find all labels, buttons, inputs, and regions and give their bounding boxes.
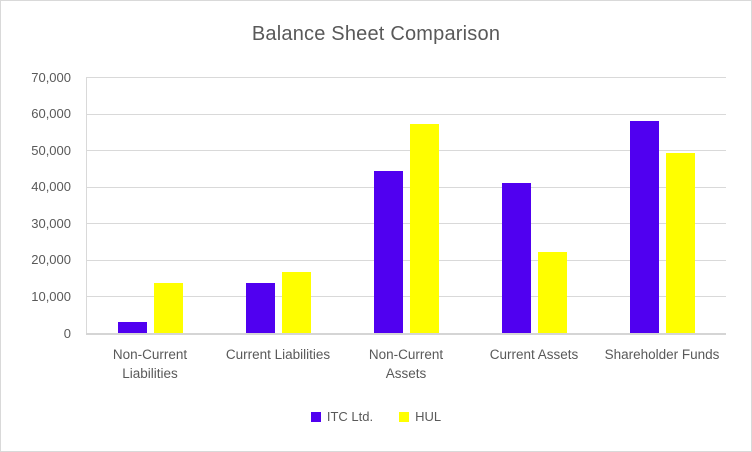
x-category-label-current-assets: Current Assets <box>489 347 579 362</box>
y-tick-label-40000: 40,000 <box>31 179 71 195</box>
gridline-20000 <box>86 259 726 261</box>
x-category-label-non-current-assets: Non-Current Assets <box>368 347 444 381</box>
bar-group-current-liabilities <box>214 77 342 333</box>
bar-group-current-assets <box>470 77 598 333</box>
y-tick-label-0: 0 <box>63 325 71 341</box>
bar-group-non-current-assets <box>342 77 470 333</box>
bar-itc-ltd-shareholder-funds <box>629 121 659 333</box>
gridline-50000 <box>86 150 726 152</box>
legend-item-hul: HUL <box>399 409 441 424</box>
gridline-10000 <box>86 296 726 298</box>
legend-swatch-hul <box>399 411 410 422</box>
bar-hul-current-assets <box>537 251 567 333</box>
legend-item-itc-ltd: ITC Ltd. <box>310 409 374 424</box>
bar-itc-ltd-non-current-liabilities <box>117 322 147 333</box>
bar-itc-ltd-current-liabilities <box>245 282 275 333</box>
chart-legend: ITC Ltd. HUL <box>1 409 751 424</box>
gridline-40000 <box>86 186 726 188</box>
y-tick-label-30000: 30,000 <box>31 215 71 231</box>
gridline-70000 <box>86 77 726 78</box>
y-tick-label-20000: 20,000 <box>31 252 71 268</box>
y-axis-line <box>86 77 87 334</box>
legend-label-hul: HUL <box>415 409 442 424</box>
y-tick-label-70000: 70,000 <box>31 69 71 85</box>
legend-swatch-itc-ltd <box>310 411 321 422</box>
bar-hul-shareholder-funds <box>665 152 695 333</box>
bar-hul-non-current-assets <box>409 123 439 333</box>
gridline-60000 <box>86 113 726 115</box>
bar-hul-current-liabilities <box>281 271 311 333</box>
bar-hul-non-current-liabilities <box>153 283 183 333</box>
bar-itc-ltd-non-current-assets <box>373 171 403 333</box>
x-category-label-non-current-liabilities: Non-Current Liabilities <box>112 347 188 381</box>
legend-label-itc-ltd: ITC Ltd. <box>326 409 374 424</box>
y-tick-label-50000: 50,000 <box>31 142 71 158</box>
y-tick-label-10000: 10,000 <box>31 288 71 304</box>
y-tick-label-60000: 60,000 <box>31 106 71 122</box>
bar-group-non-current-liabilities <box>86 77 214 333</box>
bar-group-shareholder-funds <box>598 77 726 333</box>
bar-itc-ltd-current-assets <box>501 182 531 333</box>
x-category-label-shareholder-funds: Shareholder Funds <box>604 347 720 362</box>
x-category-label-current-liabilities: Current Liabilities <box>225 347 331 362</box>
bars-row <box>86 77 726 333</box>
plot-area <box>86 77 726 335</box>
gridline-30000 <box>86 223 726 225</box>
x-axis-category-labels: Non-Current Liabilities Current Liabiliti… <box>86 345 726 383</box>
x-axis-line <box>86 333 726 335</box>
chart-title: Balance Sheet Comparison <box>251 23 501 45</box>
